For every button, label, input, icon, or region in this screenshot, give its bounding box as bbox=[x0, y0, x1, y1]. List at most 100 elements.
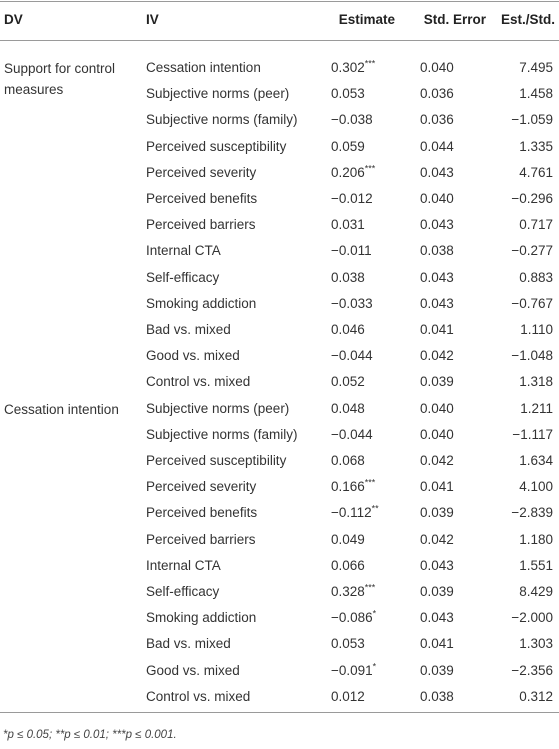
estimate: −0.044 bbox=[331, 348, 373, 364]
ratio: −2.839 bbox=[511, 505, 553, 521]
std-error: 0.041 bbox=[420, 636, 454, 652]
std-error: 0.040 bbox=[420, 191, 454, 206]
iv-label: Bad vs. mixed bbox=[146, 636, 231, 652]
iv-label: Perceived severity bbox=[146, 479, 257, 495]
estimate: −0.091* bbox=[331, 661, 377, 678]
std-error: 0.039 bbox=[420, 584, 454, 599]
ratio: 0.883 bbox=[519, 269, 553, 285]
std-error: 0.042 bbox=[420, 531, 454, 547]
estimate: 0.046 bbox=[331, 322, 365, 337]
estimate: −0.011 bbox=[331, 243, 372, 259]
ratio: 1.110 bbox=[520, 322, 553, 337]
column-header: IV bbox=[146, 12, 159, 27]
dv-label: Cessation intention bbox=[4, 401, 119, 417]
std-error: 0.041 bbox=[420, 479, 454, 495]
iv-label: Cessation intention bbox=[146, 60, 261, 75]
footnote: *p ≤ 0.05; **p ≤ 0.01; ***p ≤ 0.001. bbox=[3, 729, 177, 741]
std-error: 0.043 bbox=[420, 557, 454, 573]
std-error: 0.042 bbox=[420, 453, 454, 468]
std-error: 0.036 bbox=[420, 86, 454, 102]
estimate: −0.086* bbox=[331, 608, 377, 626]
std-error: 0.042 bbox=[420, 348, 454, 364]
std-error: 0.040 bbox=[420, 426, 454, 442]
ratio: 1.318 bbox=[519, 374, 553, 390]
column-header: Est./Std. bbox=[500, 12, 555, 27]
std-error: 0.043 bbox=[420, 164, 454, 180]
estimate: −0.112** bbox=[331, 503, 379, 521]
iv-label: Subjective norms (peer) bbox=[146, 86, 290, 102]
estimate: 0.049 bbox=[331, 531, 365, 547]
estimate: 0.048 bbox=[331, 400, 365, 416]
estimate: 0.038 bbox=[331, 269, 365, 285]
std-error: 0.038 bbox=[420, 688, 454, 704]
estimate: 0.012 bbox=[331, 688, 365, 704]
iv-label: Good vs. mixed bbox=[146, 348, 240, 364]
iv-label: Control vs. mixed bbox=[146, 374, 251, 390]
iv-label: Perceived susceptibility bbox=[146, 453, 287, 468]
ratio: 1.303 bbox=[519, 636, 553, 652]
ratio: −1.048 bbox=[511, 348, 553, 364]
estimate: 0.206*** bbox=[331, 163, 376, 180]
column-header: Std. Error bbox=[423, 12, 486, 27]
estimate: 0.053 bbox=[331, 636, 365, 652]
std-error: 0.043 bbox=[420, 610, 454, 626]
std-error: 0.039 bbox=[420, 374, 454, 390]
iv-label: Self-efficacy bbox=[146, 584, 220, 599]
estimate: −0.033 bbox=[331, 295, 373, 311]
ratio: 8.429 bbox=[519, 584, 553, 599]
rule bbox=[0, 40, 559, 41]
estimate: −0.044 bbox=[331, 426, 373, 442]
iv-label: Internal CTA bbox=[146, 557, 221, 573]
std-error: 0.040 bbox=[420, 60, 454, 75]
iv-label: Perceived barriers bbox=[146, 531, 256, 547]
estimate: 0.328*** bbox=[331, 582, 376, 599]
column-header: DV bbox=[4, 12, 23, 27]
iv-label: Good vs. mixed bbox=[146, 662, 240, 678]
std-error: 0.040 bbox=[420, 400, 454, 416]
estimate: 0.068 bbox=[331, 453, 365, 468]
estimate: 0.031 bbox=[331, 217, 365, 233]
ratio: −1.117 bbox=[512, 426, 553, 442]
estimate: 0.166*** bbox=[331, 477, 376, 495]
iv-label: Perceived barriers bbox=[146, 217, 256, 233]
ratio: −2.000 bbox=[511, 610, 553, 626]
estimate: −0.038 bbox=[331, 112, 373, 128]
ratio: 1.335 bbox=[519, 138, 553, 154]
iv-label: Subjective norms (peer) bbox=[146, 400, 290, 416]
estimate: 0.302*** bbox=[331, 58, 376, 75]
std-error: 0.044 bbox=[420, 138, 454, 154]
ratio: 7.495 bbox=[519, 60, 553, 75]
ratio: −0.767 bbox=[511, 295, 553, 311]
ratio: 1.211 bbox=[520, 400, 553, 416]
estimate: 0.066 bbox=[331, 557, 365, 573]
iv-label: Control vs. mixed bbox=[146, 688, 251, 704]
iv-label: Self-efficacy bbox=[146, 269, 220, 285]
ratio: 4.761 bbox=[519, 164, 553, 180]
std-error: 0.036 bbox=[420, 112, 454, 128]
iv-label: Internal CTA bbox=[146, 243, 221, 259]
rule bbox=[0, 712, 559, 713]
iv-label: Subjective norms (family) bbox=[146, 112, 298, 128]
ratio: 1.551 bbox=[519, 557, 553, 573]
ratio: 1.180 bbox=[519, 531, 553, 547]
ratio: −2.356 bbox=[511, 662, 553, 678]
ratio: 1.458 bbox=[519, 86, 553, 102]
iv-label: Bad vs. mixed bbox=[146, 322, 231, 337]
std-error: 0.043 bbox=[420, 269, 454, 285]
iv-label: Perceived benefits bbox=[146, 191, 258, 206]
estimate: 0.052 bbox=[331, 374, 365, 390]
iv-label: Perceived severity bbox=[146, 164, 257, 180]
iv-label: Subjective norms (family) bbox=[146, 426, 298, 442]
ratio: 4.100 bbox=[519, 479, 553, 495]
estimate: −0.012 bbox=[331, 191, 373, 206]
rule bbox=[0, 1, 559, 2]
ratio: 0.312 bbox=[519, 688, 553, 704]
iv-label: Smoking addiction bbox=[146, 610, 257, 626]
iv-label: Smoking addiction bbox=[146, 295, 257, 311]
estimate: 0.053 bbox=[331, 86, 365, 102]
std-error: 0.039 bbox=[420, 505, 454, 521]
std-error: 0.041 bbox=[420, 322, 454, 337]
column-header: Estimate bbox=[338, 12, 395, 27]
ratio: 0.717 bbox=[519, 217, 553, 233]
